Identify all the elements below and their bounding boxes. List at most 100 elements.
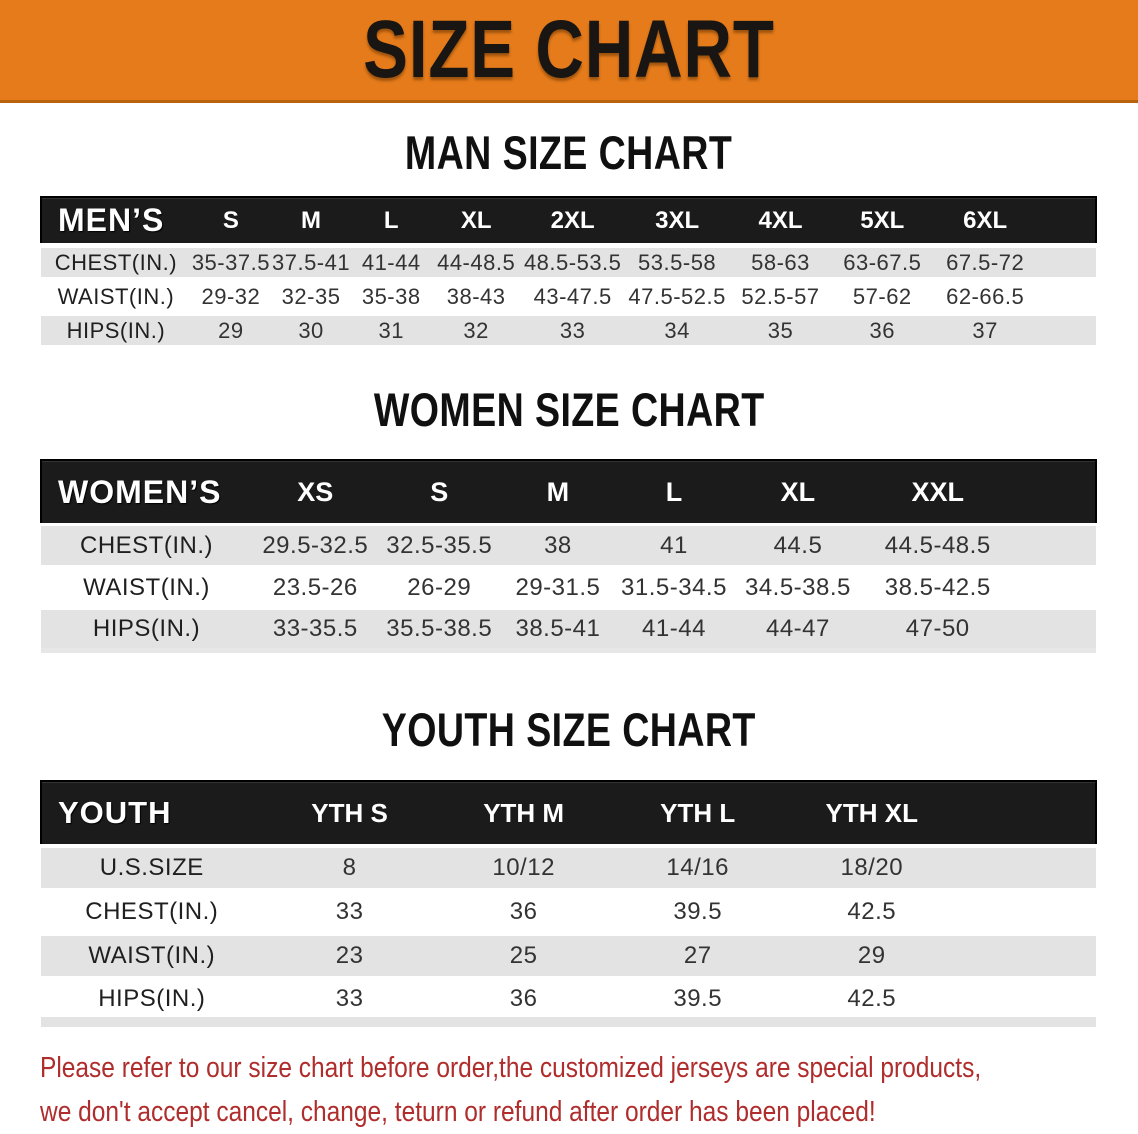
size-value-cell: 32-35 [271, 280, 351, 314]
size-value-cell: 31 [351, 314, 431, 348]
header-spacer-cell [959, 781, 1096, 846]
row-label: WAIST(IN.) [41, 567, 252, 609]
size-value-cell: 32 [431, 314, 521, 348]
size-value-cell: 47-50 [864, 609, 1012, 651]
size-column-header: 5XL [831, 197, 933, 246]
size-value-cell: 38.5-42.5 [864, 567, 1012, 609]
size-value-cell: 36 [831, 314, 933, 348]
size-column-header: YTH XL [785, 781, 959, 846]
row-label: HIPS(IN.) [41, 314, 191, 348]
size-value-cell: 35.5-38.5 [379, 609, 500, 651]
size-column-header: XL [431, 197, 521, 246]
size-value-cell: 35 [730, 314, 831, 348]
size-value-cell: 41 [616, 525, 732, 567]
size-value-cell: 29.5-32.5 [252, 525, 379, 567]
footer-line-2: we don't accept cancel, change, teturn o… [40, 1091, 968, 1134]
size-column-header: YTH S [263, 781, 437, 846]
women-size-chart-heading: WOMEN SIZE CHART [0, 386, 1138, 433]
size-column-header: 2XL [521, 197, 624, 246]
size-value-cell: 37.5-41 [271, 246, 351, 280]
size-value-cell: 27 [611, 934, 785, 978]
footer-disclaimer: Please refer to our size chart before or… [40, 1047, 1138, 1134]
size-column-header: YTH M [437, 781, 611, 846]
table-title-cell: YOUTH [41, 781, 263, 846]
size-value-cell: 32.5-35.5 [379, 525, 500, 567]
size-value-cell: 67.5-72 [933, 246, 1036, 280]
size-value-cell: 38.5-41 [500, 609, 616, 651]
size-value-cell: 63-67.5 [831, 246, 933, 280]
row-spacer-cell [1037, 314, 1096, 348]
size-value-cell: 38 [500, 525, 616, 567]
size-value-cell: 18/20 [785, 846, 959, 890]
size-column-header: YTH L [611, 781, 785, 846]
row-spacer-cell [1012, 609, 1096, 651]
size-value-cell: 29 [191, 314, 271, 348]
table-title-cell: MEN’S [41, 197, 191, 246]
size-value-cell: 48.5-53.5 [521, 246, 624, 280]
size-column-header: XS [252, 460, 379, 525]
size-value-cell: 29 [785, 934, 959, 978]
row-label: CHEST(IN.) [41, 890, 263, 934]
size-value-cell: 42.5 [785, 978, 959, 1022]
size-value-cell: 38-43 [431, 280, 521, 314]
size-value-cell: 33-35.5 [252, 609, 379, 651]
size-column-header: M [500, 460, 616, 525]
size-value-cell: 8 [263, 846, 437, 890]
size-column-header: 4XL [730, 197, 831, 246]
row-spacer-cell [1037, 246, 1096, 280]
size-column-header: L [351, 197, 431, 246]
size-value-cell: 30 [271, 314, 351, 348]
size-value-cell: 33 [521, 314, 624, 348]
size-value-cell: 62-66.5 [933, 280, 1036, 314]
size-value-cell: 25 [437, 934, 611, 978]
size-value-cell: 26-29 [379, 567, 500, 609]
size-value-cell: 43-47.5 [521, 280, 624, 314]
size-value-cell: 10/12 [437, 846, 611, 890]
size-chart-banner: SIZE CHART [0, 0, 1138, 103]
size-value-cell: 53.5-58 [624, 246, 730, 280]
row-spacer-cell [1012, 567, 1096, 609]
header-spacer-cell [1037, 197, 1096, 246]
row-spacer-cell [959, 978, 1096, 1022]
man-size-chart-heading: MAN SIZE CHART [0, 129, 1138, 176]
size-column-header: 3XL [624, 197, 730, 246]
size-value-cell: 14/16 [611, 846, 785, 890]
size-value-cell: 35-38 [351, 280, 431, 314]
size-value-cell: 31.5-34.5 [616, 567, 732, 609]
size-value-cell: 42.5 [785, 890, 959, 934]
row-spacer-cell [959, 846, 1096, 890]
size-value-cell: 44-48.5 [431, 246, 521, 280]
size-value-cell: 36 [437, 978, 611, 1022]
footer-line-1: Please refer to our size chart before or… [40, 1047, 968, 1091]
size-value-cell: 58-63 [730, 246, 831, 280]
size-value-cell: 57-62 [831, 280, 933, 314]
size-column-header: 6XL [933, 197, 1036, 246]
size-value-cell: 47.5-52.5 [624, 280, 730, 314]
size-value-cell: 52.5-57 [730, 280, 831, 314]
row-label: CHEST(IN.) [41, 246, 191, 280]
size-value-cell: 29-31.5 [500, 567, 616, 609]
row-label: U.S.SIZE [41, 846, 263, 890]
row-spacer-cell [1012, 525, 1096, 567]
table-title-cell: WOMEN’S [41, 460, 252, 525]
size-value-cell: 34.5-38.5 [732, 567, 864, 609]
youth-size-chart-heading: YOUTH SIZE CHART [0, 706, 1138, 753]
size-value-cell: 44-47 [732, 609, 864, 651]
size-column-header: XXL [864, 460, 1012, 525]
size-value-cell: 36 [437, 890, 611, 934]
row-label: HIPS(IN.) [41, 978, 263, 1022]
size-value-cell: 39.5 [611, 978, 785, 1022]
row-spacer-cell [1037, 280, 1096, 314]
